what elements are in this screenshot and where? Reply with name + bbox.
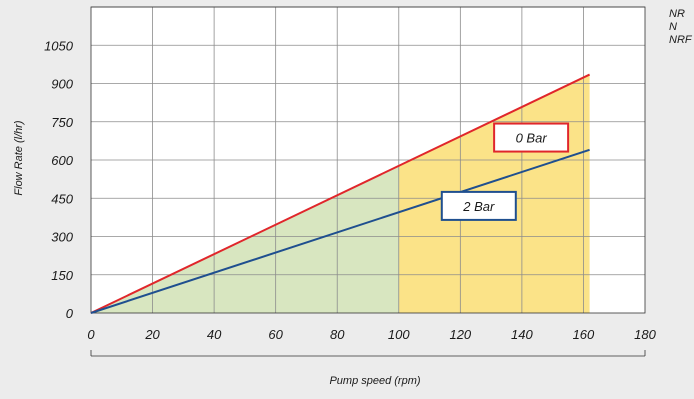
y-tick-label-450: 450 — [51, 191, 73, 206]
x-tick-label-0: 0 — [87, 327, 95, 342]
y-tick-label-1050: 1050 — [44, 38, 74, 53]
x-tick-label-40: 40 — [207, 327, 222, 342]
series-lines — [90, 73, 591, 314]
x-tick-label-60: 60 — [268, 327, 283, 342]
y-tick-label-750: 750 — [51, 115, 73, 130]
gridlines — [90, 6, 646, 314]
y-axis-label: Flow Rate (l/hr) — [13, 120, 25, 196]
x-tick-label-20: 20 — [144, 327, 160, 342]
y-tick-label-0: 0 — [66, 306, 74, 321]
series-label-0: 0 Bar — [516, 131, 548, 146]
y-tick-label-600: 600 — [51, 153, 73, 168]
series-label-box-0 — [493, 122, 570, 153]
series-line-0 — [90, 73, 591, 314]
corner-label-2: NRF — [669, 34, 693, 46]
x-axis-label: Pump speed (rpm) — [329, 375, 420, 387]
x-tick-label-120: 120 — [449, 327, 471, 342]
x-tick-label-180: 180 — [634, 327, 656, 342]
x-tick-label-100: 100 — [388, 327, 410, 342]
corner-label-0: NR — [669, 8, 685, 20]
y-tick-label-300: 300 — [51, 230, 73, 245]
series-line-1 — [90, 148, 590, 314]
axes: 0 20 40 60 80 100 120 140 160 180 0 150 300 450 600 750… — [44, 38, 657, 357]
series-label-1: 2 Bar — [462, 199, 495, 214]
y-tick-label-150: 150 — [51, 268, 73, 283]
corner-label-1: N — [669, 21, 677, 33]
series-label-box-1 — [440, 190, 517, 221]
x-tick-label-160: 160 — [573, 327, 595, 342]
plot-border — [90, 6, 646, 314]
x-tick-label-80: 80 — [330, 327, 345, 342]
series-labels: 0 Bar 2 Bar — [440, 122, 570, 221]
x-tick-label-140: 140 — [511, 327, 533, 342]
y-tick-label-900: 900 — [51, 77, 73, 92]
